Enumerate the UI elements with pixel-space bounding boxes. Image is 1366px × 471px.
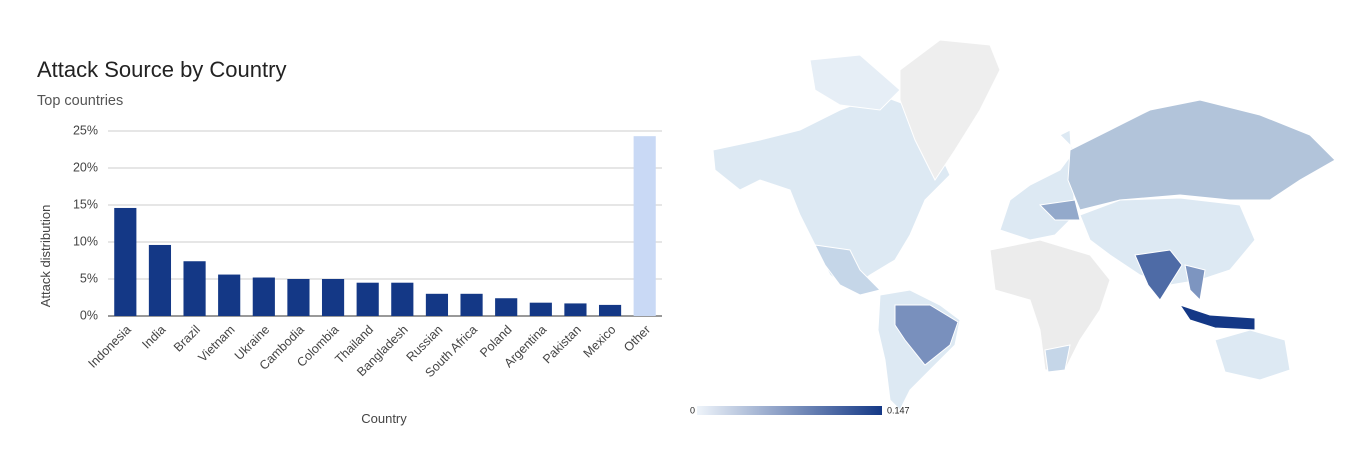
bar bbox=[148, 244, 172, 316]
greenland bbox=[899, 39, 1001, 181]
bar bbox=[287, 279, 310, 316]
bar bbox=[183, 261, 206, 316]
x-tick-label: India bbox=[139, 323, 168, 352]
russia bbox=[1067, 99, 1336, 211]
bar bbox=[564, 303, 587, 316]
x-tick-label: Pakistan bbox=[540, 323, 584, 367]
bar bbox=[598, 304, 622, 316]
x-tick-label: Other bbox=[621, 323, 653, 355]
y-tick-label: 10% bbox=[73, 234, 98, 248]
brazil bbox=[894, 304, 959, 366]
legend-gradient bbox=[697, 406, 882, 415]
x-axis-title: Country bbox=[361, 411, 407, 426]
y-tick-label: 25% bbox=[73, 123, 98, 137]
y-tick-label: 0% bbox=[80, 308, 98, 322]
southeast-asia bbox=[1184, 264, 1206, 302]
australia bbox=[1214, 329, 1291, 381]
y-tick-label: 20% bbox=[73, 160, 98, 174]
mexico bbox=[814, 244, 881, 296]
bar bbox=[114, 207, 137, 316]
bar bbox=[391, 282, 414, 316]
asia bbox=[1079, 197, 1256, 286]
bar bbox=[495, 298, 518, 316]
bar bbox=[460, 293, 483, 316]
bar bbox=[252, 277, 275, 316]
chart-subtitle: Top countries bbox=[37, 93, 123, 109]
y-tick-label: 5% bbox=[80, 271, 98, 285]
north-america bbox=[712, 94, 951, 291]
bar bbox=[218, 274, 241, 316]
x-tick-label: Vietnam bbox=[195, 323, 237, 365]
bar bbox=[321, 279, 345, 316]
x-tick-label: Mexico bbox=[581, 323, 619, 361]
legend-max: 0.147 bbox=[887, 405, 910, 415]
india bbox=[1134, 249, 1183, 301]
chart-title: Attack Source by Country bbox=[37, 57, 286, 82]
bar bbox=[425, 293, 449, 316]
y-axis-title: Attack distribution bbox=[38, 205, 53, 308]
arctic-islands bbox=[809, 54, 901, 111]
europe bbox=[999, 129, 1076, 241]
x-tick-label: Indonesia bbox=[86, 323, 134, 371]
bar bbox=[529, 302, 552, 316]
legend-min: 0 bbox=[690, 405, 695, 415]
x-tick-label: Brazil bbox=[171, 323, 203, 355]
south-africa bbox=[1044, 344, 1071, 373]
ukraine bbox=[1038, 199, 1081, 221]
bar bbox=[633, 136, 656, 316]
africa bbox=[989, 239, 1111, 371]
indonesia bbox=[1178, 304, 1256, 331]
world-map: 0 0.147 bbox=[690, 39, 1336, 415]
bar bbox=[356, 282, 379, 316]
y-tick-label: 15% bbox=[73, 197, 98, 211]
